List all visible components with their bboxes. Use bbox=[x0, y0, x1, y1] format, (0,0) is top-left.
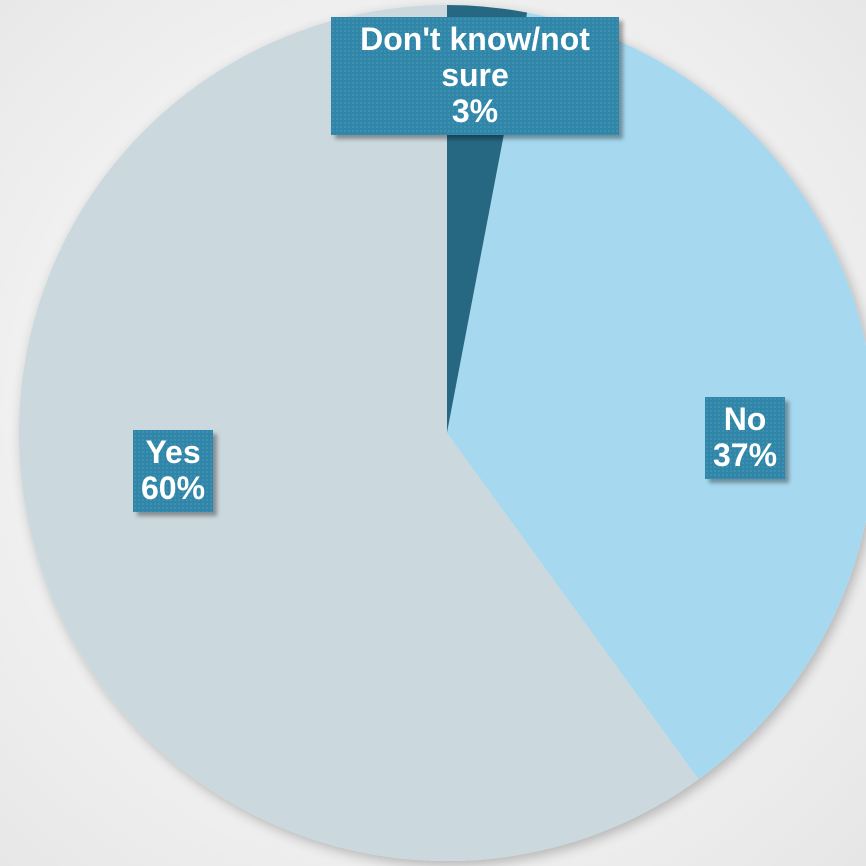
data-label-no-name: No bbox=[723, 401, 767, 437]
data-label-yes: Yes 60% bbox=[133, 430, 214, 512]
data-label-yes-value: 60% bbox=[141, 470, 206, 506]
pie-slice-no bbox=[447, 12, 866, 780]
data-label-dont-know-line-1: Don't know/not bbox=[360, 21, 590, 57]
pie-slices bbox=[18, 5, 866, 862]
data-label-dont-know: Don't know/not sure 3% bbox=[331, 17, 619, 135]
data-label-no: No 37% bbox=[705, 397, 786, 479]
data-label-dont-know-value: 3% bbox=[451, 93, 499, 129]
pie-slice-yes bbox=[18, 5, 699, 862]
data-label-yes-name: Yes bbox=[145, 434, 201, 470]
data-label-no-value: 37% bbox=[713, 437, 778, 473]
data-label-dont-know-line-2: sure bbox=[441, 57, 509, 93]
